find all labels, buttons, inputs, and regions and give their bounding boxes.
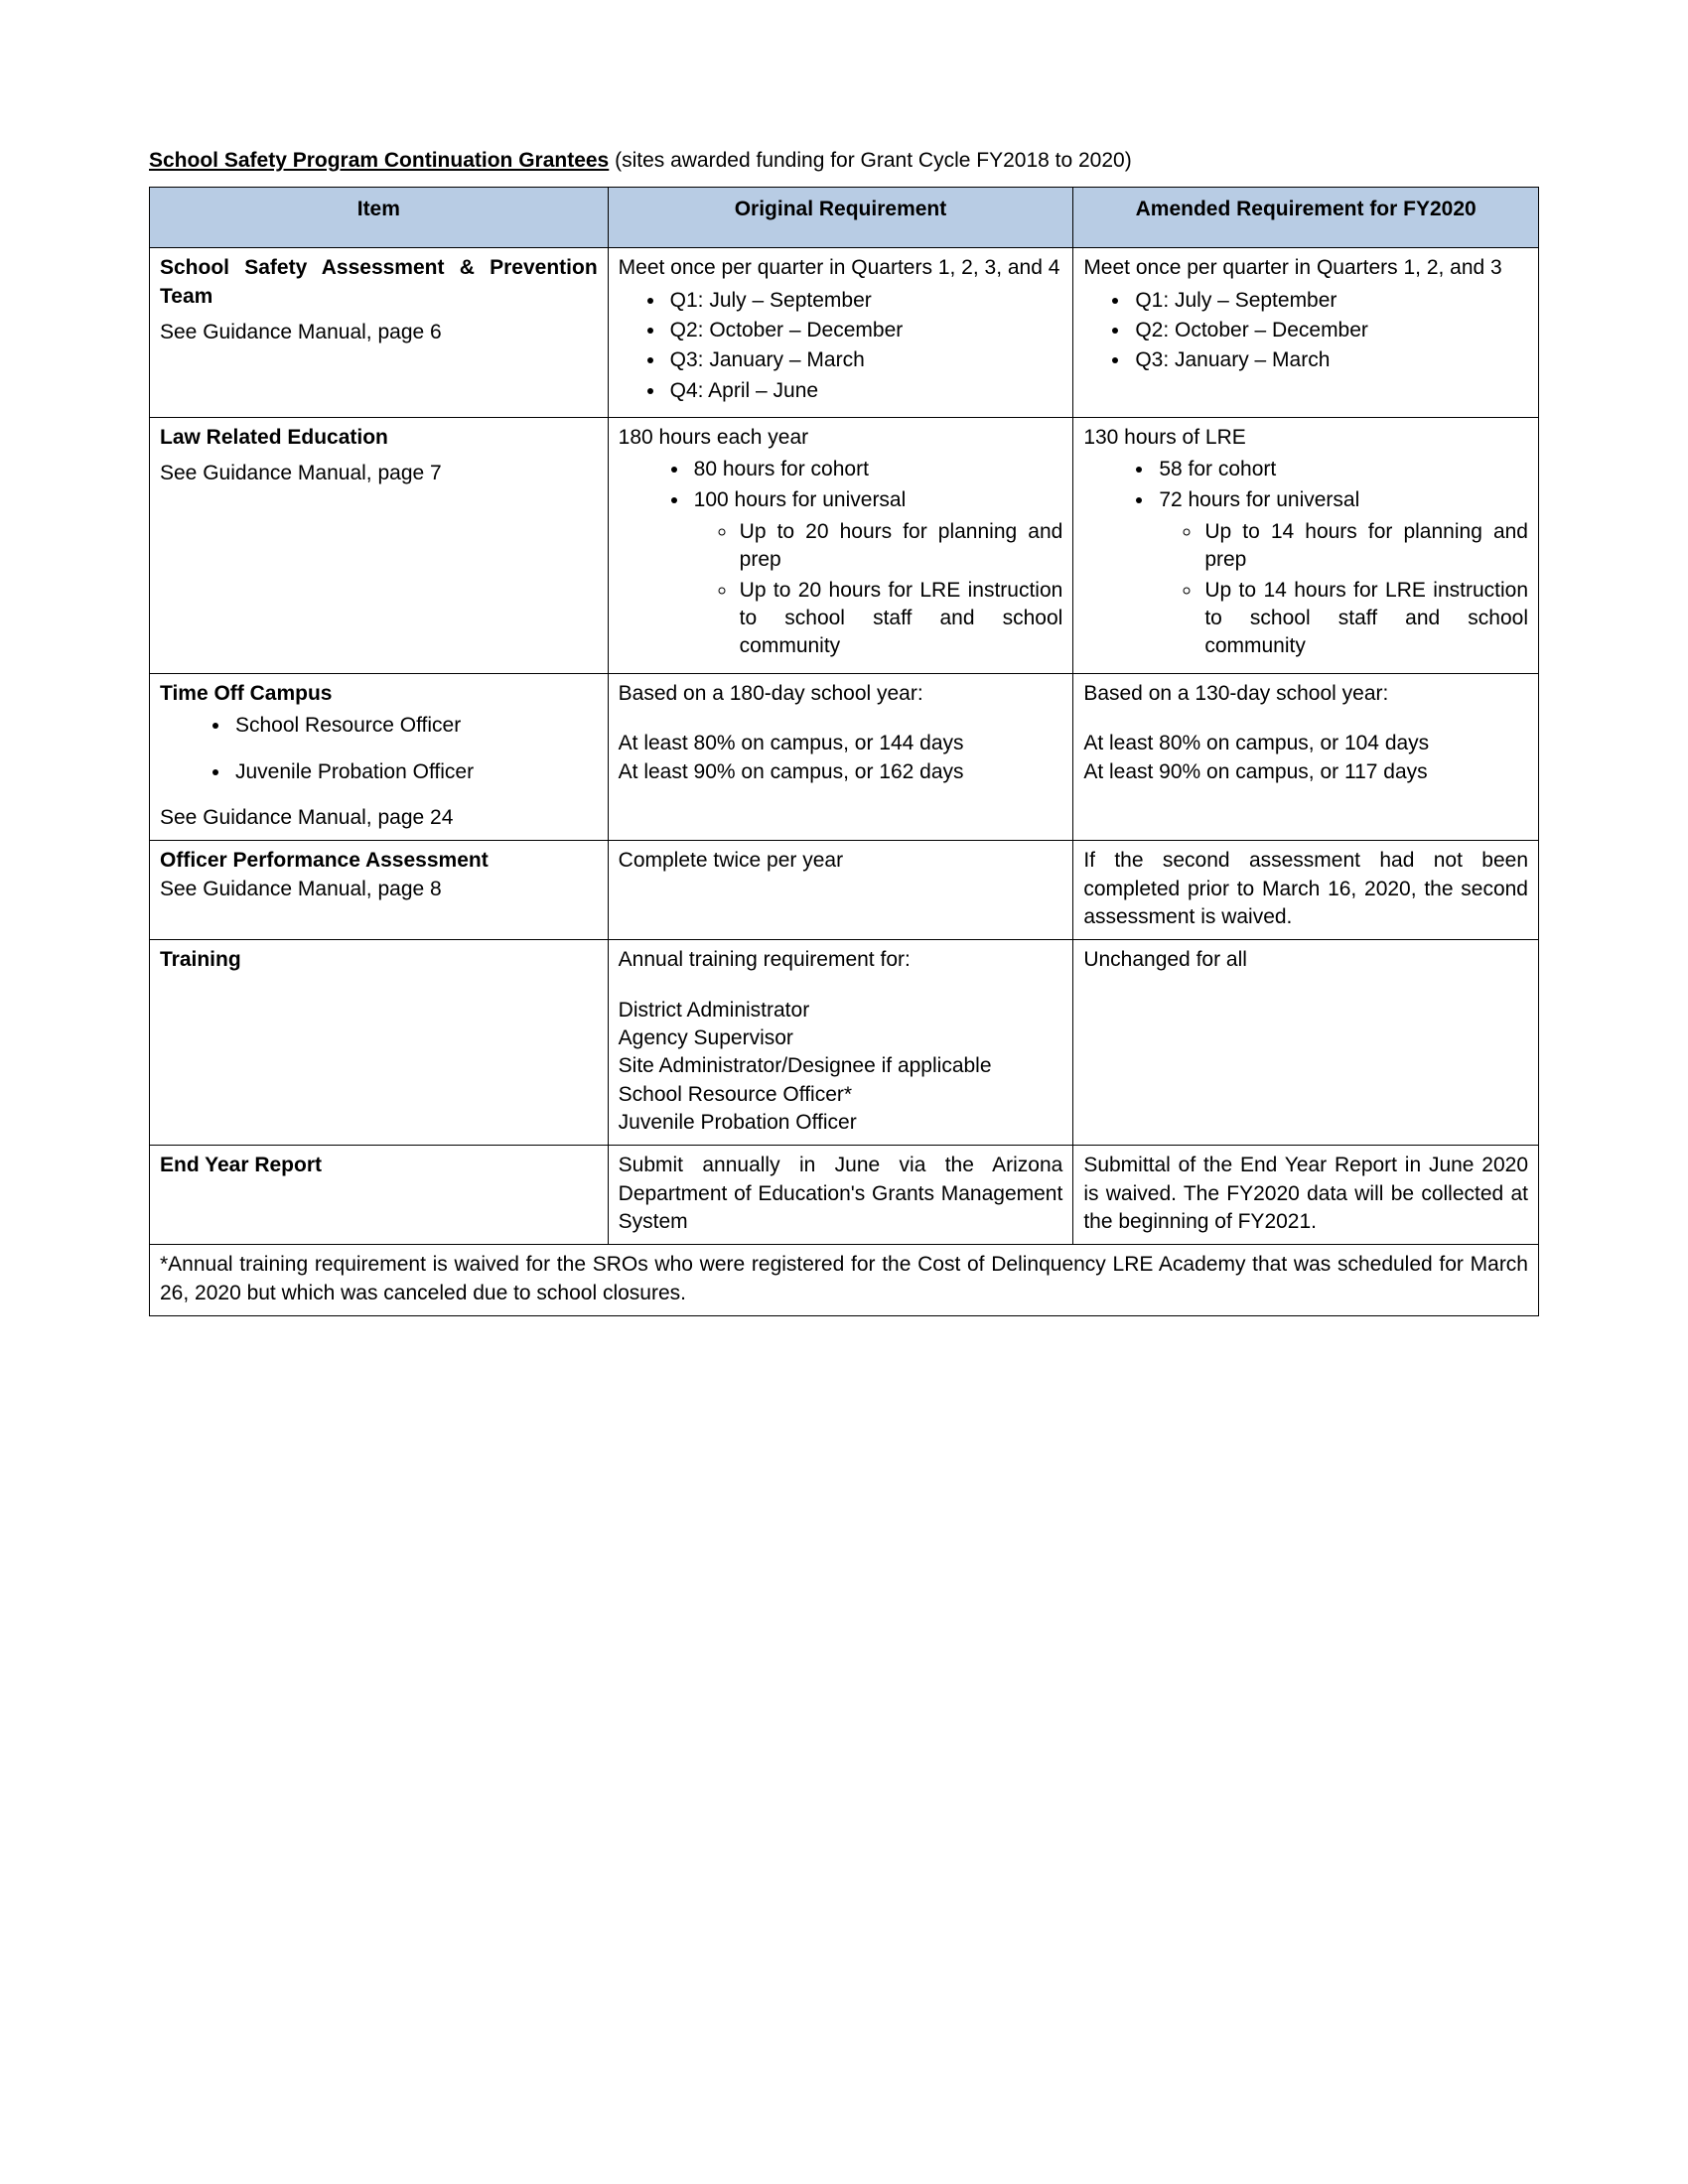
cell-original: Meet once per quarter in Quarters 1, 2, …	[608, 248, 1073, 418]
item-note: See Guidance Manual, page 7	[160, 460, 598, 487]
document-page: School Safety Program Continuation Grant…	[0, 0, 1688, 2184]
amend-intro: Meet once per quarter in Quarters 1, 2, …	[1083, 254, 1528, 282]
list-item: Q4: April – June	[666, 377, 1063, 405]
list-item: Q1: July – September	[1131, 287, 1528, 315]
item-title: Training	[160, 946, 598, 974]
item-note: See Guidance Manual, page 8	[160, 876, 598, 903]
footnote-text: *Annual training requirement is waived f…	[160, 1253, 1528, 1303]
header-amended: Amended Requirement for FY2020	[1073, 188, 1539, 248]
list-item: Up to 14 hours for LRE instruction to sc…	[1202, 577, 1528, 661]
table-row: Training Annual training requirement for…	[150, 940, 1539, 1146]
list-item: 80 hours for cohort	[690, 456, 1063, 483]
footnote-cell: *Annual training requirement is waived f…	[150, 1245, 1539, 1316]
orig-line-text: School Resource Officer*	[619, 1083, 852, 1106]
orig-line: At least 90% on campus, or 162 days	[619, 758, 1063, 786]
cell-amended: 130 hours of LRE 58 for cohort 72 hours …	[1073, 418, 1539, 674]
header-item: Item	[150, 188, 609, 248]
list-item-label: 72 hours for universal	[1159, 488, 1359, 511]
table-row: End Year Report Submit annually in June …	[150, 1146, 1539, 1245]
orig-text: Complete twice per year	[619, 847, 1063, 875]
amend-bullets-l2: Up to 14 hours for planning and prep Up …	[1159, 518, 1528, 661]
item-title: Time Off Campus	[160, 680, 598, 708]
cell-item: End Year Report	[150, 1146, 609, 1245]
cell-original: Submit annually in June via the Arizona …	[608, 1146, 1073, 1245]
orig-line: School Resource Officer*	[619, 1081, 1063, 1109]
list-item: Up to 14 hours for planning and prep	[1202, 518, 1528, 575]
cell-amended: Submittal of the End Year Report in June…	[1073, 1146, 1539, 1245]
amend-bullets-l1: 58 for cohort 72 hours for universal Up …	[1083, 456, 1528, 660]
orig-line: Based on a 180-day school year:	[619, 680, 1063, 708]
cell-original: Based on a 180-day school year: At least…	[608, 673, 1073, 840]
orig-line: At least 80% on campus, or 144 days	[619, 730, 1063, 757]
orig-line: Site Administrator/Designee if applicabl…	[619, 1052, 1063, 1080]
list-item: School Resource Officer	[231, 712, 598, 740]
table-row: School Safety Assessment & Prevention Te…	[150, 248, 1539, 418]
cell-original: Complete twice per year	[608, 841, 1073, 940]
list-item: 100 hours for universal Up to 20 hours f…	[690, 486, 1063, 661]
cell-item: Law Related Education See Guidance Manua…	[150, 418, 609, 674]
cell-amended: Meet once per quarter in Quarters 1, 2, …	[1073, 248, 1539, 418]
item-title: School Safety Assessment & Prevention Te…	[160, 254, 598, 311]
orig-bullets-l2: Up to 20 hours for planning and prep Up …	[694, 518, 1063, 661]
cell-amended: If the second assessment had not been co…	[1073, 841, 1539, 940]
cell-amended: Based on a 130-day school year: At least…	[1073, 673, 1539, 840]
orig-intro: Annual training requirement for:	[619, 946, 1063, 974]
cell-item: Training	[150, 940, 609, 1146]
orig-bullets: Q1: July – September Q2: October – Decem…	[619, 287, 1063, 405]
item-sub-bullets: School Resource Officer Juvenile Probati…	[160, 712, 598, 786]
orig-line: District Administrator	[619, 997, 1063, 1024]
cell-item: Officer Performance Assessment See Guida…	[150, 841, 609, 940]
list-item: Q1: July – September	[666, 287, 1063, 315]
amend-line: At least 80% on campus, or 104 days	[1083, 730, 1528, 757]
list-item: 58 for cohort	[1155, 456, 1528, 483]
orig-intro: Meet once per quarter in Quarters 1, 2, …	[619, 254, 1063, 282]
orig-line: Juvenile Probation Officer	[619, 1109, 1063, 1137]
table-footnote-row: *Annual training requirement is waived f…	[150, 1245, 1539, 1316]
amend-text: Unchanged for all	[1083, 946, 1528, 974]
orig-text: Submit annually in June via the Arizona …	[619, 1152, 1063, 1236]
table-row: Officer Performance Assessment See Guida…	[150, 841, 1539, 940]
table-row: Law Related Education See Guidance Manua…	[150, 418, 1539, 674]
document-title: School Safety Program Continuation Grant…	[149, 149, 1539, 173]
amend-line: At least 90% on campus, or 117 days	[1083, 758, 1528, 786]
amend-text: If the second assessment had not been co…	[1083, 847, 1528, 931]
item-title: Law Related Education	[160, 424, 598, 452]
amend-line: Based on a 130-day school year:	[1083, 680, 1528, 708]
table-row: Time Off Campus School Resource Officer …	[150, 673, 1539, 840]
item-title: Officer Performance Assessment	[160, 847, 598, 875]
list-item: Q2: October – December	[1131, 317, 1528, 344]
title-rest: (sites awarded funding for Grant Cycle F…	[609, 149, 1131, 172]
list-item: Juvenile Probation Officer	[231, 758, 598, 786]
list-item-label: 100 hours for universal	[694, 488, 907, 511]
amend-intro: 130 hours of LRE	[1083, 424, 1528, 452]
list-item: Q2: October – December	[666, 317, 1063, 344]
table-header-row: Item Original Requirement Amended Requir…	[150, 188, 1539, 248]
cell-amended: Unchanged for all	[1073, 940, 1539, 1146]
cell-original: 180 hours each year 80 hours for cohort …	[608, 418, 1073, 674]
item-note: See Guidance Manual, page 6	[160, 319, 598, 346]
amend-text: Submittal of the End Year Report in June…	[1083, 1152, 1528, 1236]
amend-bullets: Q1: July – September Q2: October – Decem…	[1083, 287, 1528, 375]
item-note: See Guidance Manual, page 24	[160, 804, 598, 832]
cell-original: Annual training requirement for: Distric…	[608, 940, 1073, 1146]
list-item: Up to 20 hours for planning and prep	[738, 518, 1063, 575]
cell-item: Time Off Campus School Resource Officer …	[150, 673, 609, 840]
list-item: Up to 20 hours for LRE instruction to sc…	[738, 577, 1063, 661]
list-item: Q3: January – March	[666, 346, 1063, 374]
list-item: 72 hours for universal Up to 14 hours fo…	[1155, 486, 1528, 661]
header-original: Original Requirement	[608, 188, 1073, 248]
orig-line: Agency Supervisor	[619, 1024, 1063, 1052]
list-item: Q3: January – March	[1131, 346, 1528, 374]
orig-bullets-l1: 80 hours for cohort 100 hours for univer…	[619, 456, 1063, 660]
requirements-table: Item Original Requirement Amended Requir…	[149, 187, 1539, 1316]
orig-intro: 180 hours each year	[619, 424, 1063, 452]
title-bold: School Safety Program Continuation Grant…	[149, 149, 609, 172]
item-title: End Year Report	[160, 1152, 598, 1179]
cell-item: School Safety Assessment & Prevention Te…	[150, 248, 609, 418]
